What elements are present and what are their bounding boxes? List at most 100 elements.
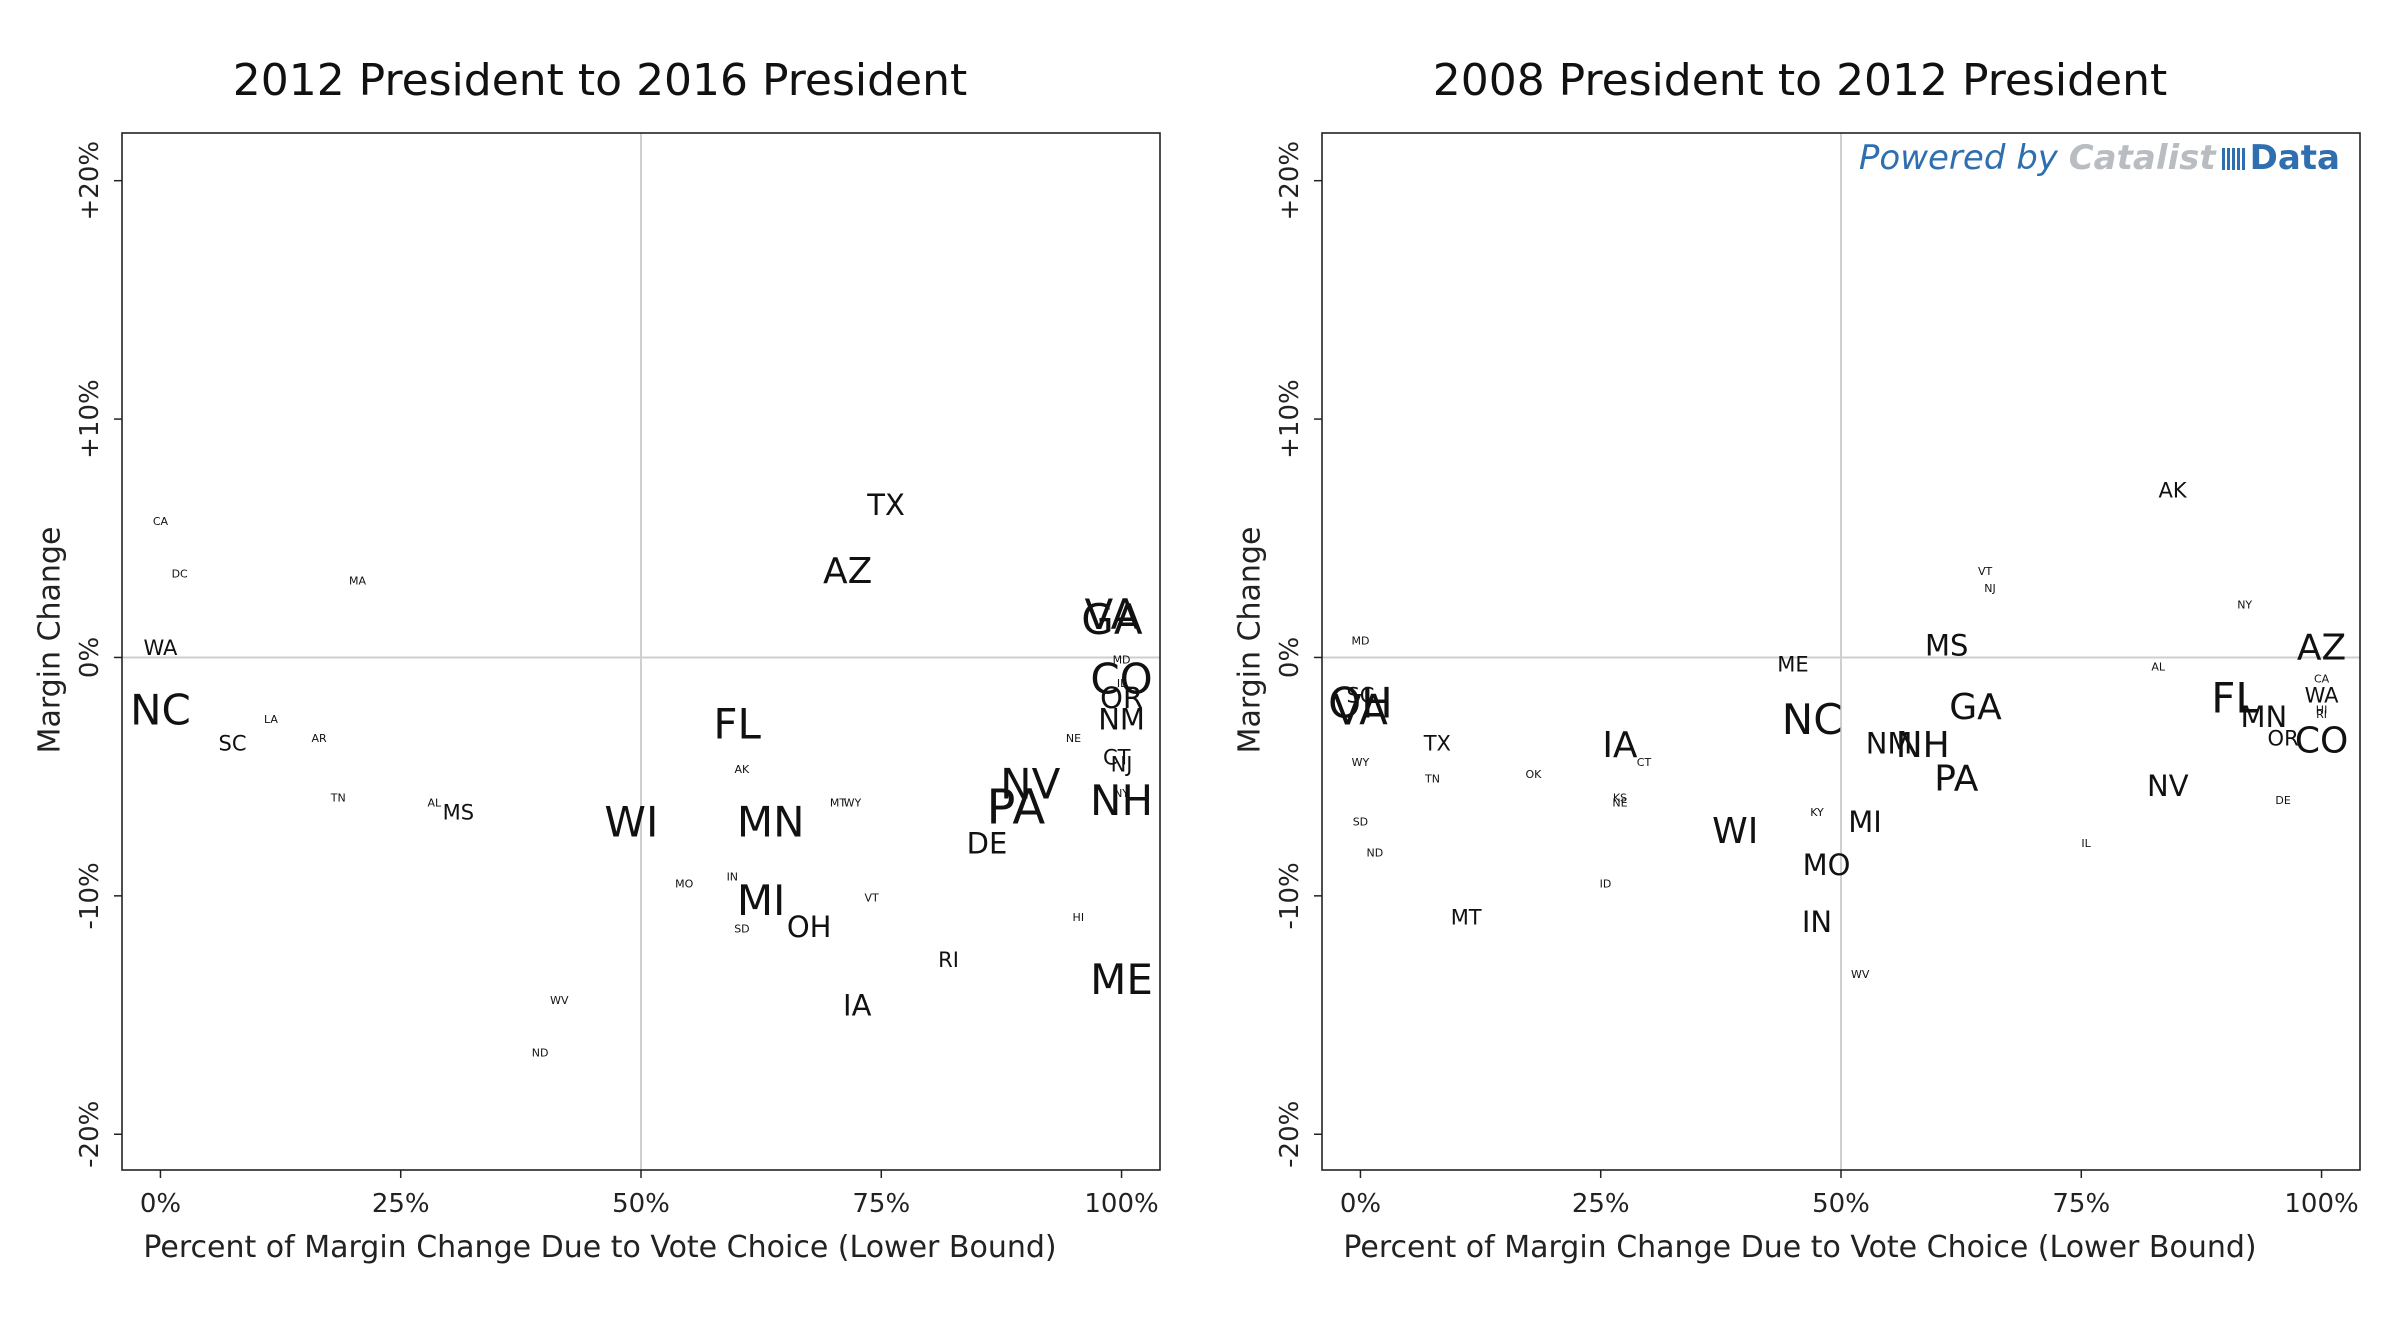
x-tick-label: 75% [2052,1189,2110,1219]
point-label-wy: WY [844,796,862,809]
point-label-ct: CT [1637,756,1652,769]
x-tick-label: 25% [372,1189,430,1219]
point-label-nh: NH [1896,725,1950,766]
point-label-az: AZ [2297,627,2346,668]
scatter-plot: 0% 25% 50% 75% 100%-20%-10%0%+10%+20%MDOHSCV… [1275,132,2361,1219]
point-label-ny: NY [2237,599,2252,612]
point-label-ok: OK [1526,768,1543,781]
point-label-or: OR [1100,681,1143,715]
point-label-dc: DC [172,568,188,581]
point-label-nd: ND [1367,846,1384,859]
bar-chart-icon [2221,148,2246,170]
point-label-de: DE [967,826,1008,860]
point-label-co: CO [1090,654,1152,703]
point-label-mi: MI [737,876,786,925]
point-label-ar: AR [311,732,327,745]
point-label-tn: TN [1424,773,1440,786]
point-label-az: AZ [823,551,872,592]
point-label-mo: MO [1803,848,1851,882]
point-label-fl: FL [2211,673,2259,722]
point-label-wv: WV [1851,968,1870,981]
point-label-hi: HI [1073,911,1085,924]
point-label-oh: OH [787,910,832,944]
point-label-nj: NJ [1984,582,1995,595]
watermark-data: Data [2249,138,2340,178]
y-tick-label: -10% [1275,862,1305,929]
point-label-in: IN [1802,905,1832,939]
point-label-wa: WA [2305,684,2340,708]
x-tick-label: 50% [612,1189,670,1219]
point-label-wi: WI [604,797,658,846]
point-label-ia: IA [1602,725,1638,766]
point-label-nm: NM [1866,726,1913,760]
x-tick-label: 0% [1340,1189,1381,1219]
point-label-ak: AK [2159,479,2188,503]
point-label-la: LA [264,713,278,726]
catalist-watermark: Powered by Catalist Data [1859,138,2340,178]
point-label-ct: CT [1103,746,1131,770]
point-label-ca: CA [2314,672,2330,685]
point-label-or: OR [2268,727,2299,751]
y-tick-label: +20% [75,141,105,221]
point-label-tx: TX [1423,731,1451,755]
chart-panel-2008-2012: 2008 President to 2012 President Margin … [1200,0,2400,1320]
point-label-nm: NM [1098,702,1145,736]
point-label-ri: RI [938,948,959,972]
x-tick-label: 50% [1812,1189,1870,1219]
point-label-ri: RI [2316,708,2327,721]
x-axis-label: Percent of Margin Change Due to Vote Cho… [143,1230,1057,1265]
y-tick-label: 0% [1275,637,1305,678]
point-label-md: MD [1113,653,1131,666]
point-label-nj: NJ [1111,753,1133,777]
point-label-il: IL [2081,837,2091,850]
point-label-nv: NV [1000,759,1060,808]
point-label-ky: KY [1810,806,1824,819]
point-label-oh: OH [1328,678,1393,727]
x-tick-label: 100% [2284,1189,2358,1219]
y-tick-label: -20% [1275,1101,1305,1168]
watermark-catalist: Catalist [2068,138,2216,178]
y-tick-label: -10% [75,862,105,929]
point-label-ga: GA [1949,687,2002,728]
point-label-mt: MT [830,796,846,809]
point-label-sd: SD [1353,815,1368,828]
chart-panel-2012-2016: 2012 President to 2016 President Margin … [33,55,1161,1265]
point-label-ks: KS [1613,792,1627,805]
point-label-sc: SC [219,731,247,755]
point-label-ms: MS [1925,629,1968,663]
y-tick-label: 0% [75,637,105,678]
x-tick-label: 75% [852,1189,910,1219]
point-label-nc: NC [1782,695,1843,744]
point-label-mn: MN [2241,700,2288,734]
point-label-nc: NC [130,685,191,734]
point-label-va: VA [1085,590,1140,639]
point-label-ia: IA [843,989,872,1023]
point-label-vt: VT [865,892,880,905]
point-label-in: IN [727,870,738,883]
point-label-hi: HI [2316,703,2328,716]
scatter-plot: 0% 25% 50% 75% 100% -20% -10% 0% +10% +20% CA DC MA W… [75,132,1161,1219]
point-label-vt: VT [1978,565,1993,578]
point-label-de: DE [2275,794,2290,807]
point-label-wa: WA [143,636,178,660]
y-tick-label: +20% [1275,141,1305,221]
x-axis-label: Percent of Margin Change Due to Vote Cho… [1343,1230,2257,1265]
point-label-ca: CA [153,515,169,528]
point-label-me: ME [1090,955,1153,1004]
point-label-mt: MT [1451,905,1482,929]
watermark-powered-by: Powered by [1858,138,2058,178]
x-tick-label: 25% [1572,1189,1630,1219]
point-label-mo: MO [675,877,693,890]
point-label-nh: NH [1090,776,1153,825]
point-label-wi: WI [1712,811,1758,852]
point-label-pa: PA [986,780,1045,836]
x-tick-label: 0% [140,1189,181,1219]
point-label-mi: MI [1848,805,1882,839]
point-label-al: AL [2151,660,2166,673]
point-label-sd: SD [734,923,749,936]
point-label-tx: TX [866,488,905,522]
point-label-va: VA [1333,685,1388,734]
point-label-il: IL [1117,677,1127,690]
point-label-ak: AK [735,763,751,776]
point-label-id: ID [1600,877,1612,890]
